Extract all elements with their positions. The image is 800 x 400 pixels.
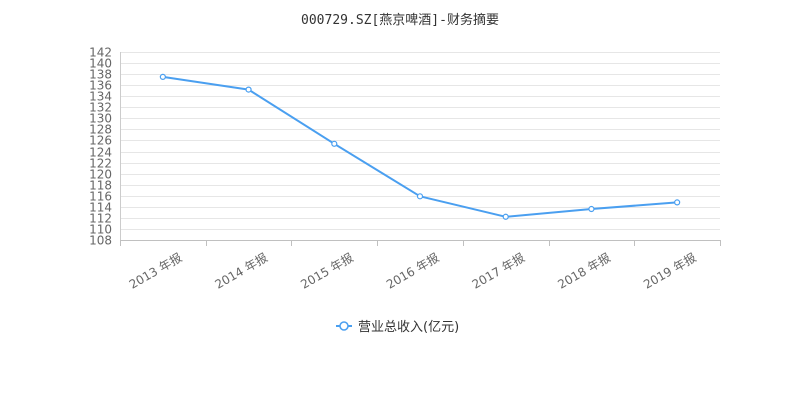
y-tick-label: 118 <box>89 179 112 193</box>
legend-label[interactable]: 营业总收入(亿元) <box>358 320 459 335</box>
y-tick-label: 140 <box>89 57 112 71</box>
y-tick-label: 120 <box>89 168 112 182</box>
y-tick-label: 138 <box>89 68 112 82</box>
axes <box>120 52 721 246</box>
data-point[interactable] <box>588 205 595 213</box>
x-tick-label: 2019 年报 <box>641 250 699 292</box>
y-tick-label: 130 <box>89 112 112 126</box>
chart-title: 000729.SZ[燕京啤酒]-财务摘要 <box>301 12 499 28</box>
y-tick-label: 142 <box>89 46 112 60</box>
x-tick-label: 2018 年报 <box>555 250 613 292</box>
x-tick-label: 2016 年报 <box>383 250 441 292</box>
y-tick-label: 108 <box>89 234 112 248</box>
grid-lines <box>120 52 720 230</box>
data-point[interactable] <box>331 140 338 147</box>
y-tick-label: 110 <box>89 223 112 237</box>
x-tick-label: 2013 年报 <box>126 250 184 292</box>
x-axis-tick-labels: 2013 年报 2014 年报 2015 年报 2016 年报 2017 年报 2018 … <box>126 250 698 292</box>
y-tick-label: 136 <box>89 79 112 93</box>
x-tick-label: 2017 年报 <box>469 250 527 292</box>
y-axis-tick-labels: 1081101121141161181201221241261281301321… <box>89 46 112 248</box>
y-tick-label: 122 <box>89 157 112 171</box>
y-tick-label: 112 <box>89 212 112 226</box>
data-point[interactable] <box>245 86 252 93</box>
y-tick-label: 114 <box>89 201 112 215</box>
legend-marker-icon <box>339 321 349 331</box>
data-point[interactable] <box>674 199 681 206</box>
y-tick-label: 116 <box>89 190 112 204</box>
data-point[interactable] <box>159 73 166 80</box>
legend[interactable]: 营业总收入(亿元) <box>336 320 459 335</box>
series-layer <box>159 73 681 220</box>
data-point[interactable] <box>416 193 424 200</box>
y-tick-label: 128 <box>89 123 112 137</box>
data-point[interactable] <box>502 213 509 220</box>
y-tick-label: 132 <box>89 101 112 115</box>
y-tick-label: 124 <box>89 146 112 160</box>
x-tick-label: 2014 年报 <box>212 250 270 292</box>
y-tick-label: 134 <box>89 90 112 104</box>
y-tick-label: 126 <box>89 134 112 148</box>
x-tick-label: 2015 年报 <box>298 250 356 292</box>
